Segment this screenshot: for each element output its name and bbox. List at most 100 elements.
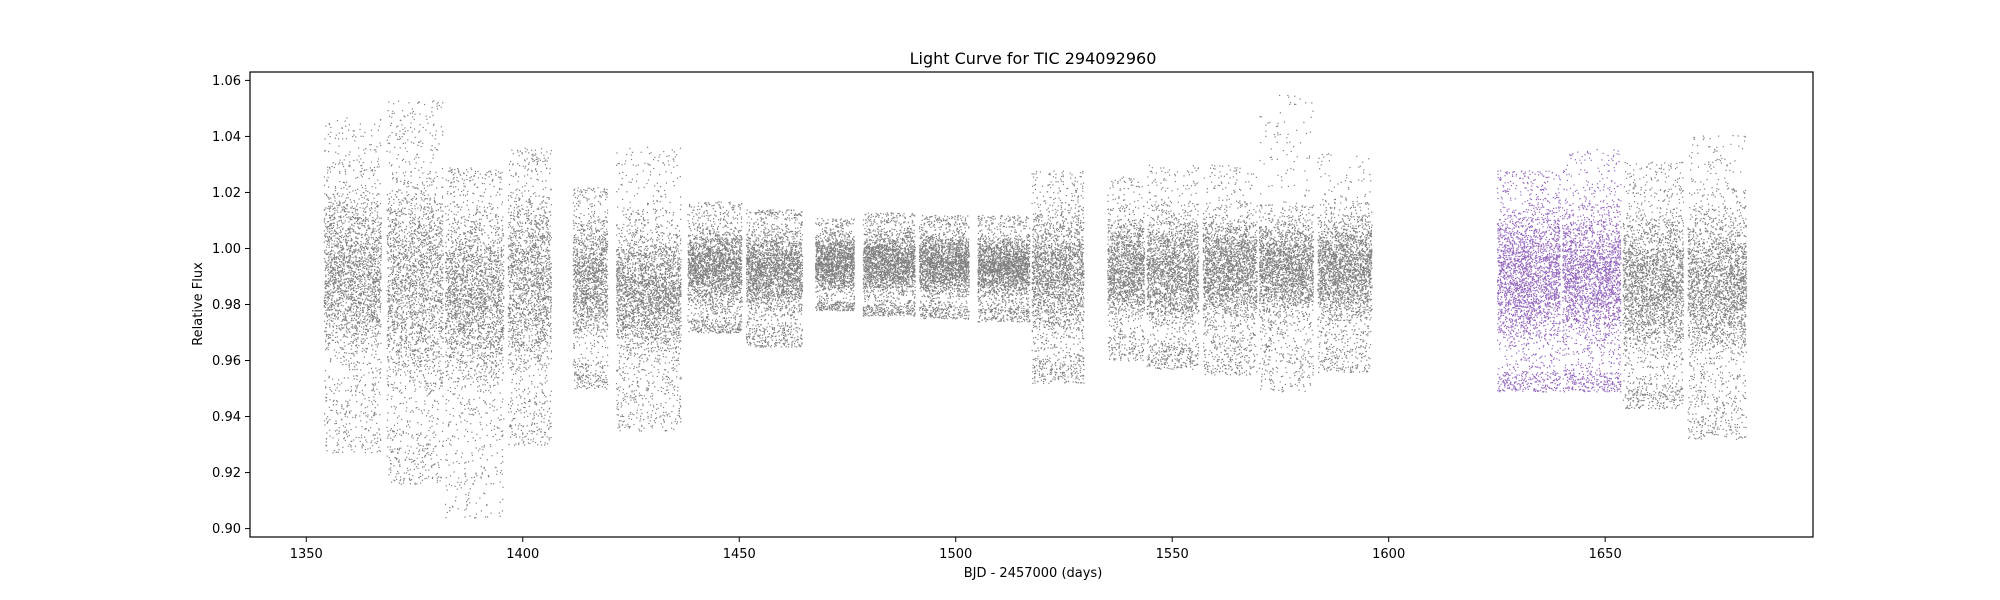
data-point [347, 401, 348, 402]
data-point [337, 120, 338, 121]
data-point [407, 264, 408, 265]
data-point [332, 209, 333, 210]
data-point [366, 338, 367, 339]
data-point [392, 113, 393, 114]
data-point [418, 157, 419, 158]
data-point [405, 255, 406, 256]
data-point [367, 265, 368, 266]
data-point [351, 341, 352, 342]
data-point [380, 276, 381, 277]
data-point [374, 294, 375, 295]
data-point [334, 313, 335, 314]
data-point [335, 138, 336, 139]
data-point [359, 311, 360, 312]
data-point [347, 233, 348, 234]
data-point [337, 401, 338, 402]
data-point [345, 319, 346, 320]
data-point [349, 211, 350, 212]
data-point [432, 407, 433, 408]
data-point [326, 294, 327, 295]
data-point [397, 245, 398, 246]
data-point [354, 231, 355, 232]
data-point [431, 426, 432, 427]
data-point [339, 303, 340, 304]
data-point [376, 272, 377, 273]
data-point [369, 321, 370, 322]
data-point [346, 424, 347, 425]
data-point [364, 318, 365, 319]
data-point [341, 235, 342, 236]
data-point [337, 310, 338, 311]
data-point [346, 430, 347, 431]
data-point [388, 260, 389, 261]
data-point [325, 312, 326, 313]
data-point [324, 252, 325, 253]
data-point [337, 222, 338, 223]
data-point [437, 482, 438, 483]
data-point [335, 188, 336, 189]
data-point [357, 279, 358, 280]
data-point [349, 231, 350, 232]
data-point [325, 215, 326, 216]
data-point [330, 198, 331, 199]
data-point [341, 231, 342, 232]
data-point [326, 397, 327, 398]
data-point [326, 179, 327, 180]
data-point [350, 282, 351, 283]
data-point [329, 280, 330, 281]
data-point [404, 235, 405, 236]
data-point [436, 239, 437, 240]
data-point [375, 308, 376, 309]
data-point [356, 265, 357, 266]
data-point [421, 296, 422, 297]
data-point [390, 316, 391, 317]
data-point [376, 423, 377, 424]
data-point [405, 351, 406, 352]
data-point [334, 301, 335, 302]
data-point [338, 281, 339, 282]
data-point [372, 319, 373, 320]
data-point [438, 102, 439, 103]
chart-title: Light Curve for TIC 294092960 [910, 49, 1157, 68]
data-point [378, 294, 379, 295]
data-point [346, 273, 347, 274]
data-point [357, 338, 358, 339]
data-point [403, 275, 404, 276]
data-point [343, 248, 344, 249]
data-point [374, 274, 375, 275]
data-point [355, 178, 356, 179]
data-point [367, 206, 368, 207]
data-point [374, 270, 375, 271]
data-point [358, 322, 359, 323]
data-point [356, 274, 357, 275]
data-point [329, 323, 330, 324]
data-point [337, 285, 338, 286]
data-point [379, 300, 380, 301]
data-point [375, 377, 376, 378]
data-point [379, 232, 380, 233]
data-point [348, 236, 349, 237]
data-point [368, 200, 369, 201]
data-point [414, 463, 415, 464]
data-point [366, 297, 367, 298]
data-point [353, 249, 354, 250]
data-point [372, 419, 373, 420]
data-point [369, 215, 370, 216]
data-point [357, 189, 358, 190]
data-point [343, 187, 344, 188]
data-point [378, 194, 379, 195]
data-point [325, 138, 326, 139]
data-point [355, 246, 356, 247]
data-point [421, 410, 422, 411]
data-point [345, 308, 346, 309]
data-point [378, 248, 379, 249]
data-point [324, 300, 325, 301]
data-point [400, 306, 401, 307]
data-point [368, 259, 369, 260]
data-point [375, 261, 376, 262]
data-point [374, 167, 375, 168]
data-point [374, 221, 375, 222]
data-point [336, 210, 337, 211]
data-point [398, 301, 399, 302]
data-point [342, 194, 343, 195]
